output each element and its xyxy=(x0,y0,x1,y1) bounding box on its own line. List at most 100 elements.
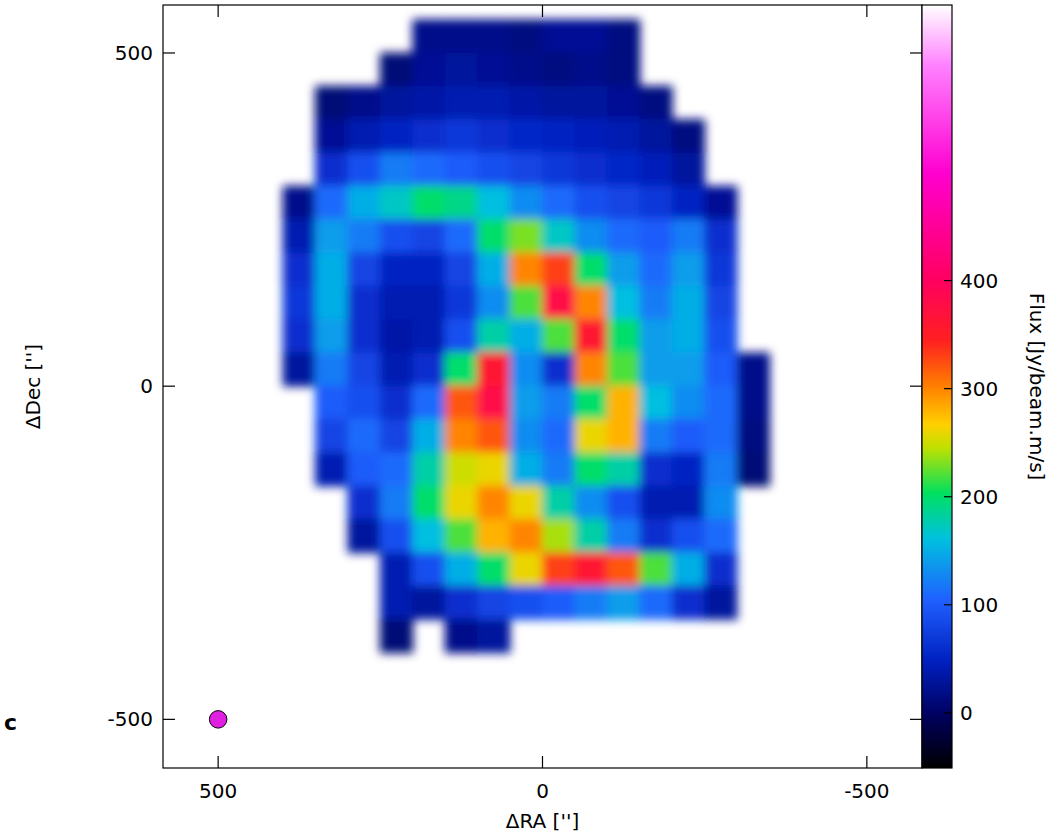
cell xyxy=(607,119,640,153)
cell xyxy=(477,486,510,520)
cell xyxy=(574,552,607,586)
cell xyxy=(445,186,478,220)
cell xyxy=(542,19,575,53)
cell xyxy=(477,286,510,320)
cell xyxy=(445,419,478,453)
cell xyxy=(574,186,607,220)
cell xyxy=(737,386,770,420)
cell xyxy=(380,619,413,653)
cell xyxy=(477,152,510,186)
cell xyxy=(283,252,316,286)
cell xyxy=(412,152,445,186)
cell xyxy=(380,586,413,620)
cell xyxy=(315,86,348,120)
cell xyxy=(477,86,510,120)
cell xyxy=(412,419,445,453)
colorbar-tick xyxy=(944,712,952,713)
cell xyxy=(412,219,445,253)
cell xyxy=(704,552,737,586)
cell xyxy=(445,86,478,120)
cell xyxy=(574,252,607,286)
cell xyxy=(607,19,640,53)
x-tick xyxy=(542,756,543,768)
cell xyxy=(510,486,543,520)
colorbar-tick-label: 300 xyxy=(960,377,998,401)
cell xyxy=(477,52,510,86)
cell xyxy=(542,552,575,586)
y-tick-label: -500 xyxy=(108,707,153,731)
cell xyxy=(412,86,445,120)
cell xyxy=(380,52,413,86)
cell xyxy=(445,552,478,586)
cell xyxy=(347,219,380,253)
cell xyxy=(412,519,445,553)
cell xyxy=(672,319,705,353)
cell xyxy=(315,452,348,486)
cell xyxy=(542,286,575,320)
cell xyxy=(510,219,543,253)
cell xyxy=(283,286,316,320)
cell xyxy=(639,152,672,186)
cell xyxy=(574,86,607,120)
x-tick-top xyxy=(218,5,219,17)
cell xyxy=(380,352,413,386)
cell xyxy=(639,419,672,453)
cell xyxy=(639,86,672,120)
cell xyxy=(315,352,348,386)
cell xyxy=(737,452,770,486)
cell xyxy=(672,486,705,520)
cell xyxy=(380,419,413,453)
y-tick-right xyxy=(910,386,922,387)
cell xyxy=(574,52,607,86)
cell xyxy=(542,486,575,520)
cell xyxy=(315,252,348,286)
colorbar-tick xyxy=(944,388,952,389)
cell xyxy=(477,619,510,653)
cell xyxy=(542,186,575,220)
cell xyxy=(704,252,737,286)
cell xyxy=(283,219,316,253)
cell xyxy=(445,19,478,53)
cell xyxy=(607,186,640,220)
cell xyxy=(574,319,607,353)
cell xyxy=(510,386,543,420)
cell xyxy=(542,152,575,186)
cell xyxy=(315,119,348,153)
cell xyxy=(347,519,380,553)
cell xyxy=(639,219,672,253)
colorbar-tick xyxy=(944,604,952,605)
cell xyxy=(510,286,543,320)
cell xyxy=(347,286,380,320)
cell xyxy=(510,119,543,153)
cell xyxy=(315,219,348,253)
cell xyxy=(380,86,413,120)
cell xyxy=(672,519,705,553)
cell xyxy=(639,519,672,553)
cell xyxy=(542,219,575,253)
cell xyxy=(510,419,543,453)
cell xyxy=(542,319,575,353)
cell xyxy=(445,252,478,286)
cell xyxy=(704,386,737,420)
cell xyxy=(347,152,380,186)
cell xyxy=(315,319,348,353)
cell xyxy=(412,119,445,153)
cell xyxy=(607,586,640,620)
x-tick-top xyxy=(542,5,543,17)
x-tick-label: 500 xyxy=(199,779,237,803)
cell xyxy=(315,186,348,220)
cell xyxy=(542,586,575,620)
cell xyxy=(477,252,510,286)
cell xyxy=(380,452,413,486)
cell xyxy=(574,119,607,153)
cell xyxy=(542,352,575,386)
cell xyxy=(672,219,705,253)
x-axis-title: ΔRA [''] xyxy=(506,809,579,833)
plot-frame xyxy=(163,5,922,768)
cell xyxy=(704,419,737,453)
colorbar-tick-label: 400 xyxy=(960,269,998,293)
cell xyxy=(380,519,413,553)
cell xyxy=(607,519,640,553)
cell xyxy=(412,386,445,420)
cell xyxy=(574,486,607,520)
